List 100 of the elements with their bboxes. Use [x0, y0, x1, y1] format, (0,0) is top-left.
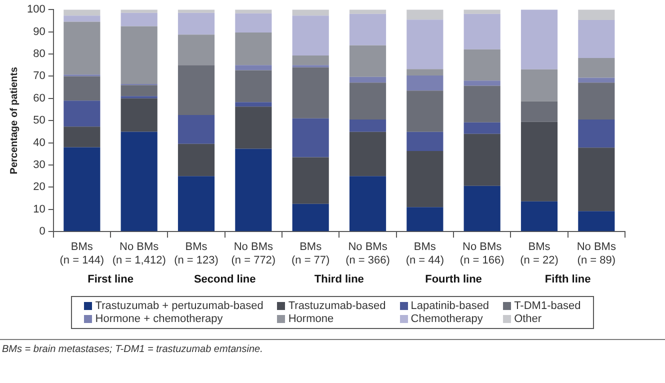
x-tick-label: No BMs (n = 166)	[460, 241, 504, 266]
bar	[120, 85, 158, 96]
y-tick-label: 90	[33, 26, 46, 38]
bar	[120, 26, 158, 84]
bar	[464, 86, 500, 122]
y-tick-label: 100	[26, 4, 46, 16]
bar	[520, 101, 558, 122]
bar	[120, 12, 158, 26]
bar	[292, 204, 329, 232]
bar	[464, 122, 500, 134]
bar	[64, 22, 100, 75]
bar	[235, 10, 272, 14]
bar	[235, 106, 272, 149]
bar	[235, 102, 272, 107]
bar	[464, 134, 500, 186]
bar	[292, 16, 329, 56]
bar	[64, 126, 100, 148]
y-tick-label: 10	[33, 203, 46, 216]
bar	[520, 10, 558, 70]
text: Fifth line	[544, 274, 591, 286]
bar	[406, 69, 444, 76]
bar	[64, 16, 100, 22]
x-tick-label: No BMs (n = 366)	[346, 241, 390, 266]
bar	[406, 151, 444, 208]
bar	[120, 132, 158, 232]
legend-label: T-DM1-based	[514, 300, 581, 312]
x-tick-label: BMs (n = 123)	[174, 241, 218, 266]
bar	[349, 45, 386, 77]
y-tick-label: 50	[33, 114, 46, 127]
bar	[120, 10, 158, 13]
bar	[178, 144, 215, 176]
legend-label: Hormone + chemotherapy	[95, 313, 223, 325]
legend-label: Lapatinib-based	[410, 300, 490, 312]
bar	[464, 14, 500, 50]
bar	[464, 80, 500, 86]
x-tick-label: No BMs (n = 1,412)	[112, 241, 166, 266]
bar	[235, 13, 272, 32]
bar	[406, 90, 444, 132]
bar	[349, 76, 386, 83]
legend-label: Trastuzumab + pertuzumab-based	[95, 300, 264, 312]
y-tick-label: 40	[33, 136, 46, 149]
bar	[64, 76, 100, 101]
bar	[349, 132, 386, 176]
legend-label: Hormone	[288, 313, 334, 325]
legend-label: Other	[514, 313, 542, 325]
bar	[578, 119, 615, 148]
bar	[578, 58, 615, 78]
y-axis-title: Percentage of patients	[8, 66, 20, 174]
x-tick-label: BMs (n = 44)	[406, 241, 444, 266]
bar	[578, 82, 615, 120]
bar	[578, 78, 615, 83]
text: Fourth line	[425, 274, 482, 286]
x-tick-label: BMs (n = 22)	[520, 241, 558, 266]
bar	[178, 34, 215, 66]
bar	[349, 119, 386, 132]
bar	[235, 65, 272, 70]
bar	[292, 10, 329, 16]
bar	[464, 49, 500, 81]
bar	[349, 10, 386, 14]
text: First line	[88, 274, 134, 286]
y-tick-label: 80	[33, 48, 46, 60]
bar	[406, 20, 444, 70]
bar	[520, 69, 558, 102]
text: BMs = brain metastases; T-DM1 = trastuzumab emtansine.	[0, 339, 665, 359]
bar	[349, 176, 386, 232]
y-tick-label: 30	[33, 159, 46, 172]
text: Second line	[194, 274, 256, 286]
bar	[520, 122, 558, 202]
legend-label: Trastuzumab-based	[288, 300, 386, 312]
bar	[292, 118, 329, 158]
bar	[64, 10, 100, 16]
bar	[64, 147, 100, 232]
x-tick-label: No BMs (n = 772)	[231, 241, 276, 266]
legend-label: Chemotherapy	[410, 313, 483, 325]
bar	[178, 12, 215, 35]
bar	[578, 211, 615, 232]
bar	[178, 10, 215, 13]
bar	[64, 100, 100, 127]
bar	[235, 32, 272, 66]
bar	[406, 76, 444, 91]
y-tick-label: 60	[33, 92, 46, 104]
bar	[235, 148, 272, 232]
x-tick-label: BMs (n = 144)	[60, 241, 104, 266]
bar	[178, 65, 215, 116]
x-tick-label: No BMs (n = 89)	[576, 241, 616, 266]
bar	[292, 67, 329, 118]
bar	[292, 157, 329, 204]
text: Third line	[314, 274, 364, 286]
bar	[349, 14, 386, 46]
y-tick-label: 0	[39, 226, 46, 238]
bar	[292, 56, 329, 66]
bar	[406, 207, 444, 232]
bar	[120, 98, 158, 132]
bar	[464, 10, 500, 14]
bar	[406, 10, 444, 20]
bar	[578, 148, 615, 212]
bar	[349, 82, 386, 120]
bar	[178, 176, 215, 232]
bar	[178, 115, 215, 144]
x-tick-label: BMs (n = 77)	[291, 241, 330, 266]
